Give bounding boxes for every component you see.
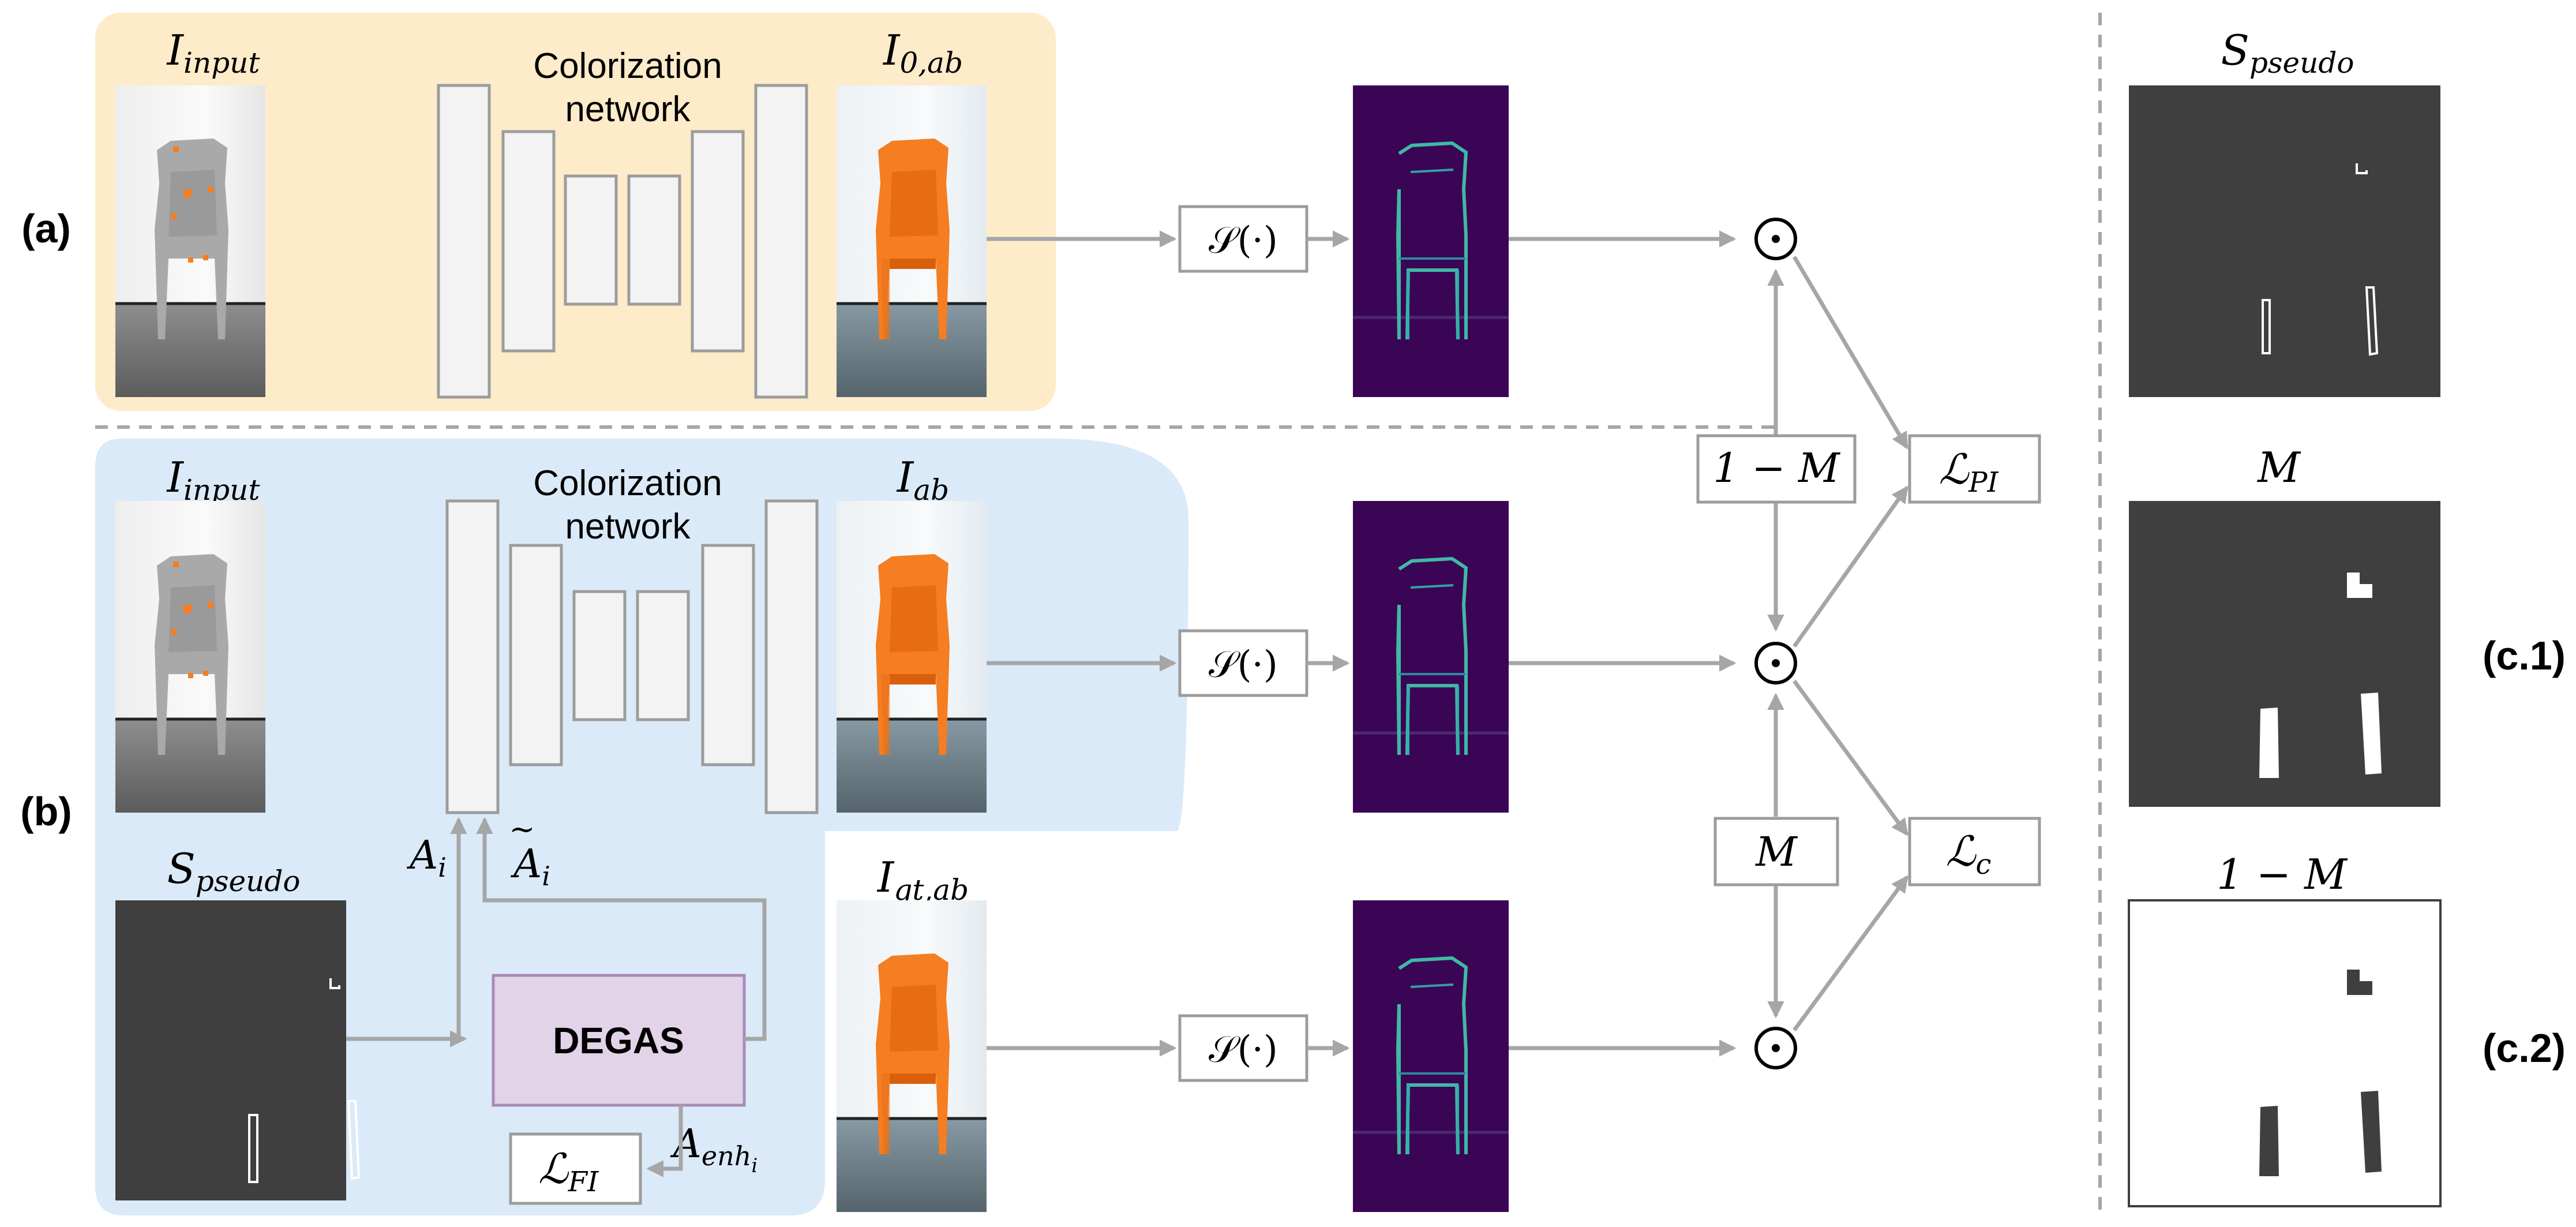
panel-b-pseudo-title: Spseudo bbox=[167, 844, 301, 898]
loss-pi-label: ℒPI bbox=[1938, 445, 1998, 499]
label-a: (a) bbox=[21, 206, 71, 251]
gt-title: Igt,ab bbox=[876, 853, 969, 907]
panel-b-input-image bbox=[115, 501, 265, 813]
loss-fi-label: ℒFI bbox=[538, 1144, 599, 1198]
s-operator-row1: 𝒮(·) bbox=[1178, 205, 1308, 273]
c-m-mask bbox=[2129, 501, 2440, 807]
a-i-label: Ai bbox=[406, 833, 447, 883]
svg-text:𝒮(·): 𝒮(·) bbox=[1209, 644, 1278, 686]
a-enh-label: Aenhi bbox=[670, 1121, 758, 1177]
panel-b-pseudo-mask bbox=[115, 900, 361, 1200]
odot-row1 bbox=[1754, 218, 1797, 260]
panel-a-output-title: I0,ab bbox=[882, 26, 963, 80]
gt-image bbox=[837, 900, 987, 1212]
panel-b-network-label-2: network bbox=[565, 507, 691, 547]
degas-label: DEGAS bbox=[553, 1020, 684, 1061]
odot-row3 bbox=[1754, 1027, 1797, 1069]
label-c2: (c.2) bbox=[2483, 1026, 2566, 1071]
panel-b-arrows bbox=[346, 817, 767, 1177]
c-one-minus-m-title: 1 − M bbox=[2217, 850, 2348, 899]
loss-fi-box bbox=[509, 1132, 642, 1205]
panel-b-network bbox=[445, 499, 819, 814]
panel-a-network-label-2: network bbox=[565, 89, 691, 129]
panel-b-network-label-1: Colorization bbox=[533, 463, 722, 503]
label-b: (b) bbox=[20, 789, 72, 834]
a-tilde-label: Ai bbox=[510, 841, 550, 892]
label-c1: (c.1) bbox=[2483, 633, 2566, 678]
c-pseudo-title: Spseudo bbox=[2221, 26, 2354, 80]
degas-block bbox=[492, 974, 746, 1107]
s-operator-row3: 𝒮(·) bbox=[1178, 1014, 1308, 1082]
m-box bbox=[1713, 817, 1839, 886]
panel-a-input-image bbox=[115, 85, 265, 397]
loss-c-label: ℒc bbox=[1946, 827, 1992, 881]
odot-row2 bbox=[1754, 642, 1797, 684]
loss-c-box bbox=[1908, 817, 2041, 886]
svg-text:𝒮(·): 𝒮(·) bbox=[1209, 1028, 1278, 1071]
one-minus-m-label: 1 − M bbox=[1713, 444, 1841, 492]
c-pseudo-mask bbox=[2129, 85, 2440, 397]
panel-a-network bbox=[437, 84, 808, 399]
m-label: M bbox=[1754, 828, 1798, 876]
panel-a-output-image bbox=[837, 85, 987, 397]
c-one-minus-m-mask bbox=[2128, 899, 2442, 1207]
main-arrows bbox=[987, 230, 1909, 1057]
s-operator-row2: 𝒮(·) bbox=[1178, 629, 1308, 697]
panel-a-input-title: Iinput bbox=[166, 26, 261, 80]
edge-map-row2 bbox=[1353, 501, 1509, 813]
panel-a-network-label-1: Colorization bbox=[533, 46, 722, 86]
edge-map-row3 bbox=[1353, 900, 1509, 1212]
edge-map-row1 bbox=[1353, 85, 1509, 397]
panel-b-output-image bbox=[837, 501, 987, 813]
one-minus-m-box bbox=[1696, 434, 1857, 504]
svg-text:𝒮(·): 𝒮(·) bbox=[1209, 219, 1278, 262]
c-m-title: M bbox=[2256, 443, 2301, 492]
a-tilde-accent: ~ bbox=[509, 811, 535, 847]
loss-pi-box bbox=[1908, 434, 2041, 504]
